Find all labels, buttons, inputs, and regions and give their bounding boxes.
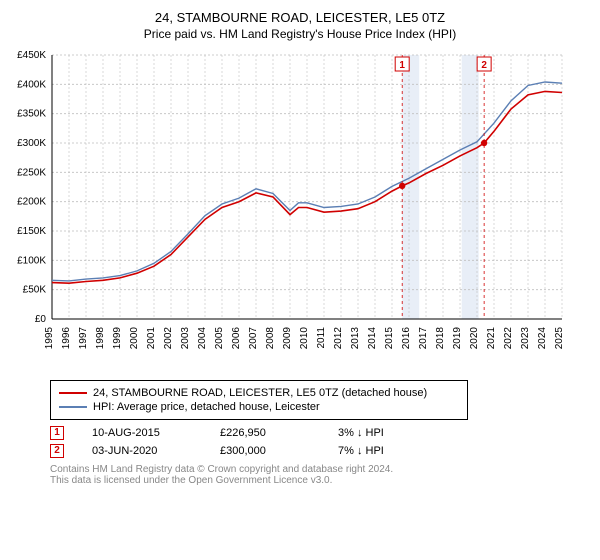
page-subtitle: Price paid vs. HM Land Registry's House … (10, 27, 590, 41)
legend-swatch-2 (59, 406, 87, 408)
legend: 24, STAMBOURNE ROAD, LEICESTER, LE5 0TZ … (50, 380, 468, 420)
svg-text:2010: 2010 (299, 327, 310, 350)
legend-row-2: HPI: Average price, detached house, Leic… (59, 401, 459, 413)
svg-text:2005: 2005 (214, 327, 225, 350)
footnote-2: This data is licensed under the Open Gov… (50, 475, 590, 486)
legend-label-1: 24, STAMBOURNE ROAD, LEICESTER, LE5 0TZ … (93, 387, 427, 399)
sale-delta: 7% ↓ HPI (338, 445, 384, 457)
svg-text:£350K: £350K (17, 109, 46, 120)
svg-text:£300K: £300K (17, 138, 46, 149)
sale-row: 1 10-AUG-2015 £226,950 3% ↓ HPI (50, 426, 590, 440)
svg-text:2009: 2009 (282, 327, 293, 350)
sale-delta: 3% ↓ HPI (338, 427, 384, 439)
sale-row: 2 03-JUN-2020 £300,000 7% ↓ HPI (50, 444, 590, 458)
svg-text:2001: 2001 (146, 327, 157, 350)
svg-text:2011: 2011 (316, 327, 327, 349)
svg-text:2007: 2007 (248, 327, 259, 350)
sale-marker: 2 (50, 444, 64, 458)
footnote-1: Contains HM Land Registry data © Crown c… (50, 464, 590, 475)
svg-text:2: 2 (481, 60, 487, 71)
svg-text:2021: 2021 (486, 327, 497, 350)
svg-text:1998: 1998 (95, 327, 106, 350)
svg-text:2025: 2025 (554, 327, 565, 350)
svg-text:2006: 2006 (231, 327, 242, 350)
svg-text:2024: 2024 (537, 327, 548, 350)
svg-text:2016: 2016 (401, 327, 412, 350)
svg-text:2012: 2012 (333, 327, 344, 350)
svg-text:2015: 2015 (384, 327, 395, 350)
svg-text:£400K: £400K (17, 79, 46, 90)
svg-text:2004: 2004 (197, 327, 208, 350)
svg-text:2022: 2022 (503, 327, 514, 350)
chart-container: £0 £50K £100K £150K £200K £250K £300K £350K £400… (10, 49, 590, 372)
legend-row-1: 24, STAMBOURNE ROAD, LEICESTER, LE5 0TZ … (59, 387, 459, 399)
svg-text:2000: 2000 (129, 327, 140, 350)
svg-text:1997: 1997 (78, 327, 89, 350)
svg-text:£200K: £200K (17, 197, 46, 208)
svg-text:1995: 1995 (44, 327, 55, 350)
footnotes: Contains HM Land Registry data © Crown c… (50, 464, 590, 486)
svg-text:£450K: £450K (17, 50, 46, 61)
svg-text:2002: 2002 (163, 327, 174, 350)
sale-date: 03-JUN-2020 (92, 445, 192, 457)
svg-text:1996: 1996 (61, 327, 72, 350)
svg-text:£50K: £50K (23, 285, 47, 296)
svg-text:2008: 2008 (265, 327, 276, 350)
svg-text:£0: £0 (35, 314, 47, 325)
sale-marker: 1 (50, 426, 64, 440)
svg-text:£100K: £100K (17, 255, 46, 266)
legend-label-2: HPI: Average price, detached house, Leic… (93, 401, 320, 413)
price-chart: £0 £50K £100K £150K £200K £250K £300K £350K £400… (10, 49, 570, 369)
svg-text:1999: 1999 (112, 327, 123, 350)
svg-text:1: 1 (399, 60, 405, 71)
svg-text:2023: 2023 (520, 327, 531, 350)
svg-text:£150K: £150K (17, 226, 46, 237)
svg-text:2017: 2017 (418, 327, 429, 350)
svg-text:2018: 2018 (435, 327, 446, 350)
svg-text:2003: 2003 (180, 327, 191, 350)
svg-text:2014: 2014 (367, 327, 378, 350)
svg-text:2013: 2013 (350, 327, 361, 350)
sales-rows: 1 10-AUG-2015 £226,950 3% ↓ HPI 2 03-JUN-2020… (10, 426, 590, 458)
legend-swatch-1 (59, 392, 87, 394)
sale-price: £300,000 (220, 445, 310, 457)
sale-date: 10-AUG-2015 (92, 427, 192, 439)
svg-text:2019: 2019 (452, 327, 463, 350)
page-title: 24, STAMBOURNE ROAD, LEICESTER, LE5 0TZ (10, 10, 590, 25)
sale-price: £226,950 (220, 427, 310, 439)
svg-text:2020: 2020 (469, 327, 480, 350)
svg-text:£250K: £250K (17, 167, 46, 178)
